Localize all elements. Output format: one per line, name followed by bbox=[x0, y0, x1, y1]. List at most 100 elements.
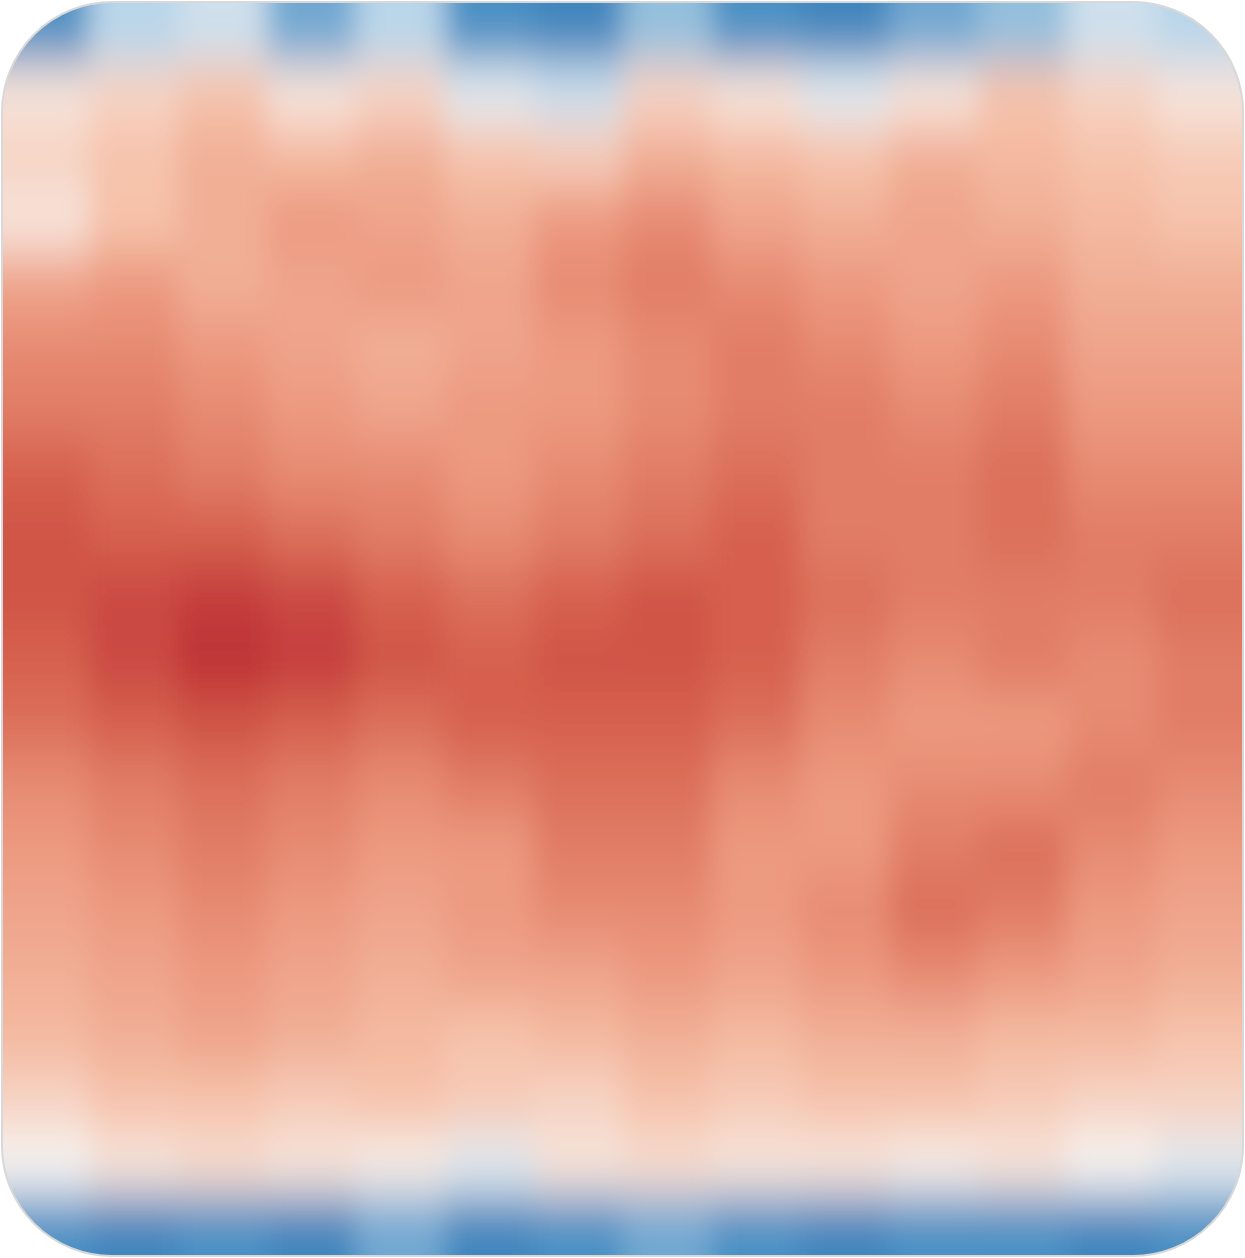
heatmap-cell bbox=[1067, 377, 1157, 441]
heatmap-cell bbox=[2, 629, 90, 693]
heatmap-cell bbox=[1156, 1195, 1243, 1256]
heatmap-cell bbox=[534, 1195, 624, 1256]
heatmap-cell bbox=[889, 881, 979, 945]
heatmap-cell bbox=[889, 629, 979, 693]
heatmap-cell bbox=[1156, 566, 1243, 630]
heatmap-cell bbox=[800, 315, 890, 379]
heatmap-cell bbox=[623, 944, 713, 1008]
heatmap-cell bbox=[89, 629, 179, 693]
heatmap-cell bbox=[534, 1006, 624, 1070]
heatmap-cell bbox=[89, 252, 179, 316]
heatmap-cell bbox=[800, 2, 890, 64]
heatmap-cell bbox=[978, 692, 1068, 756]
heatmap-cell bbox=[711, 503, 801, 567]
heatmap-cell bbox=[623, 503, 713, 567]
heatmap-cell bbox=[889, 692, 979, 756]
heatmap-cell bbox=[711, 944, 801, 1008]
heatmap-cell bbox=[267, 2, 357, 64]
heatmap-cell bbox=[445, 1132, 535, 1196]
heatmap-cell bbox=[445, 503, 535, 567]
heatmap-cell bbox=[178, 2, 268, 64]
heatmap-cell bbox=[356, 2, 446, 64]
heatmap-cell bbox=[2, 252, 90, 316]
heatmap-cell bbox=[356, 629, 446, 693]
heatmap-cell bbox=[1067, 2, 1157, 64]
heatmap-cell bbox=[445, 315, 535, 379]
heatmap-cell bbox=[978, 629, 1068, 693]
heatmap-cell bbox=[1156, 440, 1243, 504]
heatmap-cell bbox=[89, 566, 179, 630]
heatmap-cell bbox=[978, 755, 1068, 819]
heatmap-cell bbox=[178, 63, 268, 127]
heatmap-cell bbox=[623, 692, 713, 756]
heatmap-cell bbox=[889, 126, 979, 190]
heatmap-cell bbox=[267, 315, 357, 379]
frame bbox=[2, 2, 1243, 1256]
heatmap-cell bbox=[1156, 315, 1243, 379]
heatmap-cell bbox=[978, 440, 1068, 504]
heatmap-cell bbox=[623, 566, 713, 630]
heatmap-cell bbox=[267, 881, 357, 945]
heatmap-cell bbox=[356, 818, 446, 882]
heatmap-cell bbox=[534, 629, 624, 693]
heatmap-cell bbox=[1156, 1069, 1243, 1133]
heatmap-cell bbox=[267, 566, 357, 630]
heatmap-cell bbox=[445, 2, 535, 64]
heatmap-cell bbox=[2, 440, 90, 504]
heatmap-cell bbox=[711, 2, 801, 64]
heatmap-cell bbox=[89, 377, 179, 441]
heatmap-cell bbox=[978, 503, 1068, 567]
heatmap-cell bbox=[1067, 1195, 1157, 1256]
heatmap-cell bbox=[267, 755, 357, 819]
heatmap-cell bbox=[178, 1006, 268, 1070]
heatmap-cell bbox=[711, 1132, 801, 1196]
heatmap-cell bbox=[267, 440, 357, 504]
heatmap-cell bbox=[889, 63, 979, 127]
heatmap-cell bbox=[445, 755, 535, 819]
heatmap-cell bbox=[356, 315, 446, 379]
heatmap-cell bbox=[89, 755, 179, 819]
heatmap-cell bbox=[178, 252, 268, 316]
heatmap-cell bbox=[267, 692, 357, 756]
heatmap-cell bbox=[534, 315, 624, 379]
heatmap-cell bbox=[534, 126, 624, 190]
heatmap-cell bbox=[1067, 1132, 1157, 1196]
heatmap-cell bbox=[623, 189, 713, 253]
heatmap-cell bbox=[1156, 944, 1243, 1008]
plot-area bbox=[2, 2, 1243, 1256]
heatmap-cell bbox=[978, 818, 1068, 882]
heatmap-cell bbox=[623, 1195, 713, 1256]
heatmap-cell bbox=[2, 818, 90, 882]
heatmap-cell bbox=[1067, 566, 1157, 630]
heatmap-cell bbox=[800, 818, 890, 882]
heatmap-cell bbox=[711, 818, 801, 882]
heatmap-cell bbox=[1067, 818, 1157, 882]
heatmap-cell bbox=[711, 126, 801, 190]
heatmap-cell bbox=[2, 2, 90, 64]
heatmap-cell bbox=[445, 189, 535, 253]
heatmap-cell bbox=[89, 692, 179, 756]
heatmap-cell bbox=[356, 1195, 446, 1256]
heatmap-cell bbox=[1156, 63, 1243, 127]
heatmap-cell bbox=[89, 189, 179, 253]
heatmap-cell bbox=[356, 1069, 446, 1133]
heatmap-cell bbox=[89, 503, 179, 567]
heatmap-cell bbox=[1067, 944, 1157, 1008]
heatmap-cell bbox=[1156, 252, 1243, 316]
heatmap-cell bbox=[534, 1069, 624, 1133]
heatmap-cell bbox=[711, 1006, 801, 1070]
heatmap-cell bbox=[445, 126, 535, 190]
heatmap-cell bbox=[1156, 755, 1243, 819]
heatmap-cell bbox=[978, 1069, 1068, 1133]
heatmap-cell bbox=[534, 692, 624, 756]
heatmap-cell bbox=[623, 315, 713, 379]
heatmap-cell bbox=[623, 377, 713, 441]
heatmap-cell bbox=[534, 881, 624, 945]
heatmap-cell bbox=[711, 881, 801, 945]
heatmap-cell bbox=[711, 692, 801, 756]
heatmap-cell bbox=[89, 1132, 179, 1196]
heatmap-cell bbox=[356, 566, 446, 630]
heatmap-cell bbox=[623, 881, 713, 945]
heatmap-cell bbox=[178, 944, 268, 1008]
heatmap-cell bbox=[623, 126, 713, 190]
